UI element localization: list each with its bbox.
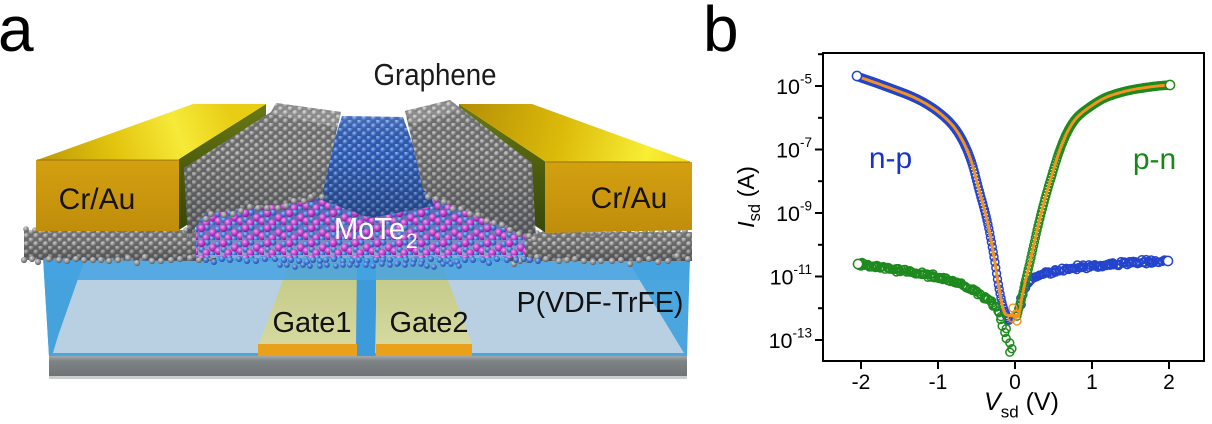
svg-text:Isd (A): Isd (A) (733, 166, 764, 228)
svg-text:10-11: 10-11 (770, 262, 812, 290)
svg-text:1: 1 (1086, 371, 1098, 394)
svg-text:Gate2: Gate2 (390, 307, 469, 339)
svg-text:10-5: 10-5 (776, 72, 812, 100)
svg-text:p-n: p-n (1133, 143, 1176, 176)
svg-text:10-9: 10-9 (776, 199, 812, 227)
svg-text:2: 2 (1163, 371, 1175, 394)
svg-text:Cr/Au: Cr/Au (59, 183, 136, 216)
svg-text:Vsd (V): Vsd (V) (984, 388, 1059, 422)
svg-text:b: b (703, 0, 739, 65)
svg-text:P(VDF-TrFE): P(VDF-TrFE) (517, 287, 684, 319)
svg-text:10-7: 10-7 (776, 135, 812, 163)
svg-text:a: a (0, 0, 34, 65)
svg-text:0: 0 (1009, 371, 1021, 394)
svg-text:-1: -1 (929, 371, 948, 394)
svg-text:MoTe: MoTe (334, 212, 405, 246)
svg-text:Cr/Au: Cr/Au (591, 182, 668, 215)
svg-text:10-13: 10-13 (769, 326, 812, 354)
svg-text:-2: -2 (852, 371, 871, 394)
svg-text:Gate1: Gate1 (273, 307, 352, 339)
svg-text:n-p: n-p (869, 142, 912, 175)
svg-text:Graphene: Graphene (374, 58, 497, 92)
svg-text:2: 2 (406, 230, 418, 253)
